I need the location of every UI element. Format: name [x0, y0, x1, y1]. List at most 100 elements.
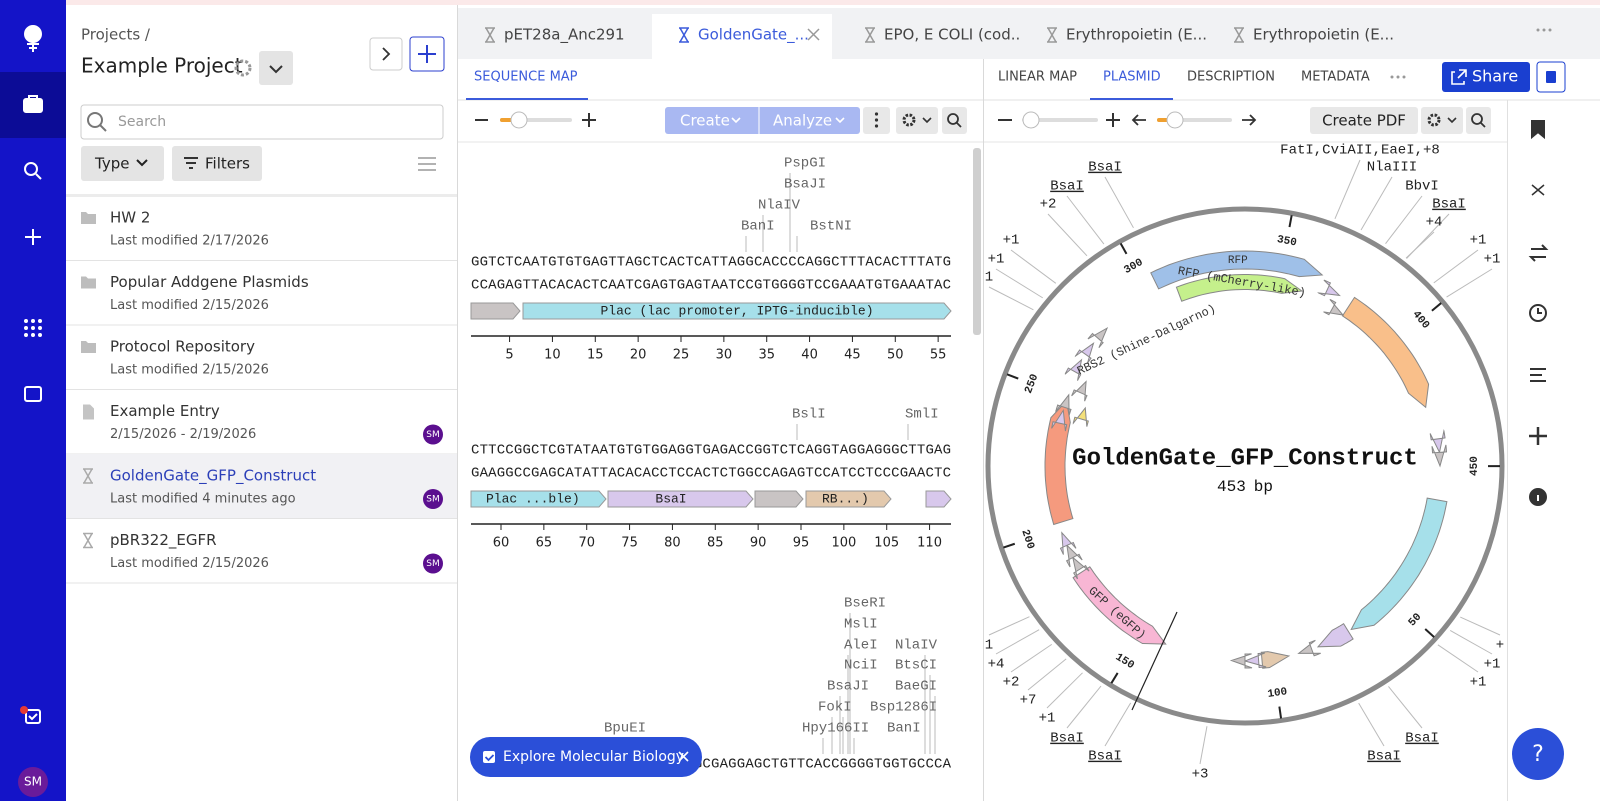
enzyme-label[interactable]: SmlI — [905, 407, 939, 423]
project-item[interactable]: Popular Addgene Plasmids Last modified 2/… — [66, 273, 457, 326]
settings-icon[interactable] — [234, 59, 252, 77]
enzyme-label[interactable]: +1 — [1003, 233, 1020, 249]
project-item[interactable]: GoldenGate_GFP_Construct Last modified 4 … — [66, 454, 457, 519]
rotate-right[interactable] — [1242, 114, 1257, 126]
document-tab[interactable]: Erythropoietin (E... — [1020, 14, 1207, 59]
zoom-in[interactable] — [1106, 113, 1120, 127]
enzyme-label[interactable]: BseRI — [844, 596, 886, 612]
map-tab[interactable]: PLASMID — [1103, 70, 1161, 85]
feature-arc[interactable] — [1175, 274, 1304, 302]
settings-button[interactable] — [896, 107, 938, 134]
feature-arrow[interactable] — [805, 490, 892, 508]
feature-marker[interactable] — [1429, 428, 1446, 454]
project-item[interactable]: pBR322_EGFR Last modified 2/15/2026 SM — [66, 531, 457, 584]
enzyme-label[interactable]: BsaI — [1432, 197, 1466, 213]
feature-arc[interactable] — [1350, 497, 1448, 631]
enzyme-label[interactable]: BsaI — [1405, 731, 1439, 747]
feature-marker[interactable] — [1087, 326, 1109, 349]
feature-arc[interactable] — [1150, 250, 1324, 290]
feature-marker[interactable] — [1071, 556, 1090, 580]
history-icon[interactable] — [1529, 304, 1547, 322]
search-box[interactable] — [80, 104, 444, 140]
enzyme-label[interactable]: NlaIV — [758, 198, 801, 214]
enzyme-label[interactable]: AleI — [844, 638, 878, 654]
filters-button[interactable] — [172, 146, 262, 181]
type-filter-button[interactable] — [81, 146, 164, 181]
feature-marker[interactable] — [1317, 279, 1341, 297]
document-tab[interactable]: EPO, E COLI (cod... — [838, 14, 1025, 59]
feature-arrow[interactable] — [522, 302, 952, 320]
enzyme-label[interactable]: BanI — [887, 721, 921, 737]
enzyme-label[interactable]: BsaI — [1367, 749, 1401, 765]
enzyme-label[interactable]: FokI — [818, 700, 852, 716]
find-button[interactable] — [942, 107, 967, 134]
sliders-icon[interactable] — [418, 157, 436, 171]
enzyme-label[interactable]: BsaI — [1088, 749, 1122, 765]
create-button[interactable]: Create — [680, 112, 730, 130]
settings-button[interactable] — [1421, 107, 1463, 134]
feature-marker[interactable] — [1064, 358, 1083, 381]
enzyme-label[interactable]: +2 — [1040, 197, 1057, 213]
feature-marker[interactable] — [1229, 653, 1253, 669]
enzyme-label[interactable]: BslI — [792, 407, 826, 423]
project-item[interactable]: HW 2 Last modified 2/17/2026 — [66, 209, 457, 261]
zoom-in[interactable] — [582, 113, 596, 127]
enzyme-label[interactable]: +3 — [1192, 767, 1209, 783]
rotate-left[interactable] — [1131, 114, 1146, 126]
feature-marker[interactable] — [1071, 380, 1088, 402]
enzyme-label[interactable]: +2 — [1003, 675, 1020, 691]
project-item[interactable]: Example Entry 2/15/2026 - 2/19/2026 SM — [66, 402, 457, 455]
enzyme-label[interactable]: +4 — [1426, 215, 1443, 231]
enzyme-label[interactable]: Hpy166II — [802, 721, 869, 737]
sequence-map-tab[interactable]: SEQUENCE MAP — [474, 70, 578, 85]
document-tab[interactable]: Erythropoietin (E... — [1207, 14, 1394, 59]
enzyme-label[interactable]: 1 — [985, 270, 993, 286]
share-button[interactable]: Share — [1442, 62, 1530, 92]
expand-button[interactable] — [369, 37, 403, 71]
enzyme-label[interactable]: MslI — [844, 617, 878, 633]
enzyme-label[interactable]: +1 — [1470, 675, 1487, 691]
enzyme-label[interactable]: BsaJI — [784, 177, 826, 193]
feature-arrow[interactable] — [607, 490, 754, 508]
enzyme-label[interactable]: PspGI — [784, 156, 826, 172]
enzyme-label[interactable]: NciI — [844, 658, 878, 674]
align-icon[interactable] — [1530, 368, 1546, 382]
enzyme-label[interactable]: BsaI — [1088, 160, 1122, 176]
tab-close[interactable] — [807, 28, 820, 41]
feature-arrow[interactable] — [470, 302, 521, 320]
enzyme-label[interactable]: FatI,CviAII,EaeI,+8 — [1280, 143, 1440, 159]
close-icon[interactable] — [678, 751, 689, 762]
enzyme-label[interactable]: + — [1496, 638, 1504, 654]
bookmark-icon[interactable] — [1531, 120, 1545, 140]
enzyme-label[interactable]: BtsCI — [895, 658, 937, 674]
enzyme-label[interactable]: +4 — [988, 657, 1005, 673]
feature-marker[interactable] — [1074, 342, 1095, 364]
zoom-knob[interactable] — [510, 111, 528, 129]
enzyme-label[interactable]: BanI — [741, 219, 775, 235]
move-icon[interactable] — [1529, 427, 1547, 445]
help-button[interactable] — [1512, 728, 1564, 780]
enzyme-label[interactable]: +1 — [1484, 252, 1501, 268]
feature-arc[interactable] — [1316, 623, 1354, 648]
enzyme-label[interactable]: +1 — [988, 252, 1005, 268]
feature-marker[interactable] — [1297, 639, 1321, 657]
project-menu-button[interactable] — [259, 51, 293, 85]
feature-marker[interactable] — [1431, 444, 1447, 468]
feature-marker[interactable] — [1072, 406, 1090, 427]
enzyme-label[interactable]: BpuEI — [604, 721, 646, 737]
enzyme-label[interactable]: +1 — [1470, 233, 1487, 249]
enzyme-label[interactable]: +7 — [1020, 693, 1037, 709]
enzyme-label[interactable]: NlaIII — [1367, 160, 1417, 176]
project-item[interactable]: Protocol Repository Last modified 2/15/20… — [66, 338, 457, 390]
feature-arc[interactable] — [1260, 651, 1291, 669]
feature-arrow[interactable] — [754, 490, 804, 508]
feature-marker[interactable] — [1059, 531, 1077, 555]
enzyme-label[interactable]: 1 — [985, 638, 993, 654]
analyze-button[interactable]: Analyze — [773, 112, 832, 130]
feature-marker[interactable] — [1065, 543, 1083, 568]
create-pdf-button[interactable] — [1310, 107, 1418, 134]
swap-icon[interactable] — [1528, 244, 1549, 262]
enzyme-label[interactable]: Bsp1286I — [870, 700, 937, 716]
map-tab[interactable]: LINEAR MAP — [998, 70, 1077, 85]
feature-arc[interactable] — [1341, 296, 1430, 409]
